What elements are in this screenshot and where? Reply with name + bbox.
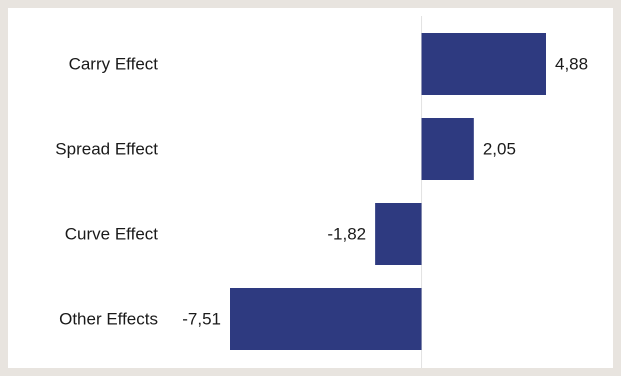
category-label: Other Effects [59,310,158,329]
chart-panel: 4,88 Carry Effect 2,05 Spread Effect -1,82 Cu… [8,8,613,368]
value-label: -7,51 [182,310,221,329]
value-label: -1,82 [327,225,366,244]
bar-spread-effect [421,118,474,180]
value-label: 4,88 [555,55,588,74]
bar-chart: 4,88 Carry Effect 2,05 Spread Effect -1,82 Cu… [55,16,588,368]
bar-carry-effect [421,33,546,95]
bar-other-effects [230,288,422,350]
category-label: Carry Effect [69,55,159,74]
value-label: 2,05 [483,140,516,159]
category-label: Spread Effect [55,140,158,159]
bar-curve-effect [375,203,422,265]
category-label: Curve Effect [65,225,159,244]
